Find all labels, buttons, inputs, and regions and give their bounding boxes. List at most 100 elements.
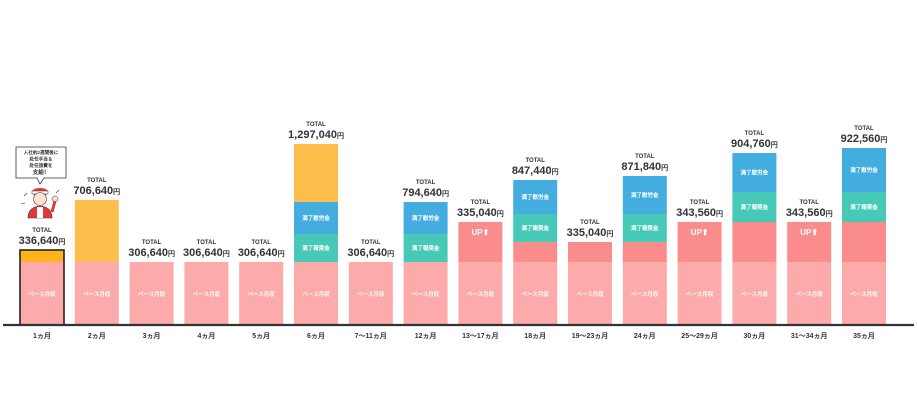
bar-15-base-label: ベース月収 bbox=[796, 290, 824, 298]
bar-6-bonus-segment bbox=[294, 234, 338, 262]
bar-4-base-segment bbox=[184, 262, 229, 325]
bar-4-total-caption: TOTAL bbox=[197, 240, 217, 246]
bar-6-total-value: 1,297,040円 bbox=[288, 129, 344, 141]
bar-2-base-segment bbox=[74, 262, 119, 325]
bar-13-base-label: ベース月収 bbox=[686, 290, 714, 298]
bar-1-base-label: ベース月収 bbox=[28, 290, 56, 298]
bar-10-bonus-segment bbox=[513, 214, 558, 242]
bar-7-total-value: 306,640円 bbox=[347, 247, 394, 259]
bar-10-up-segment bbox=[513, 242, 558, 262]
bar-8-completion-label: 満了慰労金 bbox=[412, 214, 440, 222]
bar-9-up-segment bbox=[458, 222, 503, 262]
x-tick-label-15: 31〜34ヵ月 bbox=[791, 332, 828, 340]
bar-15-up-label: UP⬆ bbox=[800, 228, 818, 237]
bar-8-base-label: ベース月収 bbox=[412, 290, 440, 298]
bar-12-total-value: 871,840円 bbox=[621, 161, 668, 173]
bar-10-total-value: 847,440円 bbox=[512, 165, 559, 177]
bar-16-bonus-segment bbox=[842, 192, 886, 222]
bar-1-total-caption: TOTAL bbox=[32, 228, 52, 234]
bar-14-completion-label: 満了慰労金 bbox=[741, 169, 769, 177]
bar-16-base-segment bbox=[842, 262, 886, 325]
bar-9-base-segment bbox=[458, 262, 503, 325]
bar-3-base-label: ベース月収 bbox=[138, 290, 166, 298]
bar-12-base-label: ベース月収 bbox=[631, 290, 659, 298]
bar-10-bonus-label: 満了報奨金 bbox=[521, 224, 549, 232]
bar-11-total-caption: TOTAL bbox=[580, 220, 600, 226]
bar-8-completion-segment bbox=[403, 202, 448, 234]
bar-13-base-segment bbox=[677, 262, 722, 325]
bar-5-total-caption: TOTAL bbox=[251, 240, 271, 246]
x-tick-label-16: 35ヵ月 bbox=[853, 332, 875, 340]
bar-10-base-label: ベース月収 bbox=[522, 290, 550, 298]
bar-8-bonus-segment bbox=[403, 234, 448, 262]
bar-15-up-segment bbox=[787, 222, 832, 262]
bar-5-base-segment bbox=[239, 262, 284, 325]
x-tick-label-4: 4ヵ月 bbox=[197, 332, 215, 340]
bar-16-completion-segment bbox=[842, 148, 886, 192]
bar-2-total-value: 706,640円 bbox=[73, 185, 120, 197]
bar-6-base-segment bbox=[294, 262, 338, 325]
bar-15-total-caption: TOTAL bbox=[799, 200, 819, 206]
bar-15-total-value: 343,560円 bbox=[786, 207, 833, 219]
bar-6-completion-label: 満了慰労金 bbox=[302, 214, 330, 222]
bar-1-first_extra-segment bbox=[20, 250, 64, 262]
bar-12-bonus-label: 満了報奨金 bbox=[631, 224, 659, 232]
bar-2-gold-segment bbox=[74, 200, 119, 262]
bar-13-total-value: 343,560円 bbox=[676, 207, 723, 219]
x-tick-label-2: 2ヵ月 bbox=[88, 332, 106, 340]
bar-14-up-segment bbox=[732, 222, 777, 262]
bar-5-base-label: ベース月収 bbox=[248, 290, 276, 298]
callout-illustration: 入社約2週間後に 赴任手当＆ 赴任旅費を 支給！ bbox=[15, 146, 67, 219]
bar-14-completion-segment bbox=[732, 153, 777, 192]
bar-8-bonus-label: 満了報奨金 bbox=[412, 244, 440, 252]
bar-12-total-caption: TOTAL bbox=[635, 154, 655, 160]
x-tick-label-3: 3ヵ月 bbox=[143, 332, 161, 340]
bar-2-total-caption: TOTAL bbox=[87, 178, 107, 184]
bar-6-bonus-label: 満了報奨金 bbox=[302, 244, 330, 252]
bar-16-total-value: 922,560円 bbox=[841, 133, 888, 145]
x-tick-label-10: 18ヵ月 bbox=[524, 332, 546, 340]
x-tick-label-9: 13〜17ヵ月 bbox=[462, 332, 499, 340]
x-tick-label-1: 1ヵ月 bbox=[33, 332, 51, 340]
bar-11-total-value: 335,040円 bbox=[567, 227, 614, 239]
x-tick-label-8: 12ヵ月 bbox=[415, 332, 437, 340]
bar-9-base-label: ベース月収 bbox=[467, 290, 495, 298]
callout-line-4: 支給！ bbox=[32, 168, 50, 176]
bar-13-up-label: UP⬆ bbox=[691, 228, 709, 237]
bar-7-total-caption: TOTAL bbox=[361, 240, 381, 246]
bar-11-base-segment bbox=[568, 262, 612, 325]
x-tick-label-12: 24ヵ月 bbox=[634, 332, 656, 340]
bar-6-completion-segment bbox=[294, 202, 338, 234]
bar-6-base-label: ベース月収 bbox=[302, 290, 330, 298]
bar-9-up-label: UP⬆ bbox=[471, 228, 489, 237]
bars-layer: ベース月収 ベース月収 ベース月収 ベース月収 ベース月収 ベース月収満了報奨金満了慰労金… bbox=[19, 144, 886, 326]
bar-16-completion-label: 満了慰労金 bbox=[850, 166, 878, 174]
bar-16-total-caption: TOTAL bbox=[854, 126, 874, 132]
bar-5-total-value: 306,640円 bbox=[238, 247, 285, 259]
bar-2-base-label: ベース月収 bbox=[83, 290, 111, 298]
bar-14-base-segment bbox=[732, 262, 777, 325]
bar-9-total-value: 335,040円 bbox=[457, 207, 504, 219]
bar-11-base-label: ベース月収 bbox=[576, 290, 604, 298]
x-tick-label-14: 30ヵ月 bbox=[744, 332, 766, 340]
speech-bubble: 入社約2週間後に 赴任手当＆ 赴任旅費を 支給！ bbox=[15, 146, 67, 185]
bar-12-bonus-segment bbox=[622, 214, 667, 242]
worker-person-icon bbox=[20, 188, 60, 219]
bar-7-base-segment bbox=[348, 262, 393, 325]
bar-14-total-value: 904,760円 bbox=[731, 138, 778, 150]
bar-12-completion-segment bbox=[622, 176, 667, 214]
x-tick-label-5: 5ヵ月 bbox=[252, 332, 270, 340]
bar-7-base-label: ベース月収 bbox=[357, 290, 385, 298]
bar-14-base-label: ベース月収 bbox=[741, 290, 769, 298]
bar-4-base-label: ベース月収 bbox=[193, 290, 221, 298]
bar-3-total-caption: TOTAL bbox=[142, 240, 162, 246]
labels-layer: TOTAL336,640円1ヵ月TOTAL706,640円2ヵ月TOTAL306… bbox=[19, 122, 888, 340]
bar-16-bonus-label: 満了報奨金 bbox=[850, 203, 878, 211]
bar-4-total-value: 306,640円 bbox=[183, 247, 230, 259]
bar-11-up-segment bbox=[568, 242, 612, 262]
bar-3-base-segment bbox=[129, 262, 174, 325]
bar-1-total-value: 336,640円 bbox=[19, 235, 66, 247]
bar-14-bonus-label: 満了報奨金 bbox=[741, 203, 769, 211]
